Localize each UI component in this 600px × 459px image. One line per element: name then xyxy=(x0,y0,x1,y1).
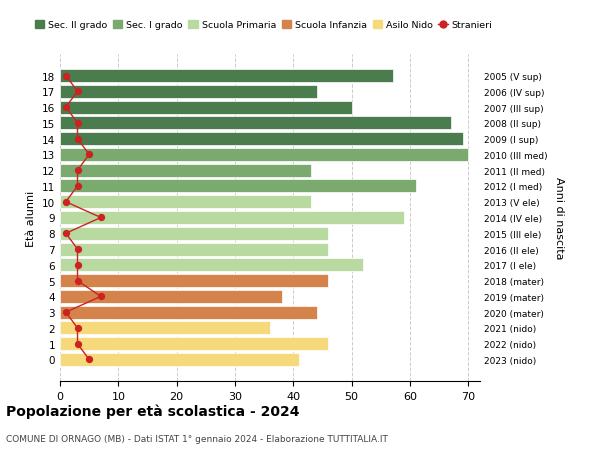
Y-axis label: Età alunni: Età alunni xyxy=(26,190,37,246)
Point xyxy=(73,120,82,127)
Point xyxy=(61,73,71,80)
Bar xyxy=(60,149,469,162)
Bar xyxy=(60,86,317,99)
Point xyxy=(73,183,82,190)
Bar xyxy=(60,274,328,287)
Point xyxy=(85,356,94,364)
Bar xyxy=(60,353,299,366)
Point xyxy=(61,199,71,206)
Point xyxy=(61,230,71,237)
Point xyxy=(73,89,82,96)
Bar xyxy=(60,133,463,146)
Text: COMUNE DI ORNAGO (MB) - Dati ISTAT 1° gennaio 2024 - Elaborazione TUTTITALIA.IT: COMUNE DI ORNAGO (MB) - Dati ISTAT 1° ge… xyxy=(6,434,388,442)
Point xyxy=(73,277,82,285)
Point xyxy=(96,214,106,222)
Point xyxy=(61,104,71,112)
Bar xyxy=(60,337,328,350)
Bar xyxy=(60,196,311,209)
Point xyxy=(73,167,82,174)
Text: Popolazione per età scolastica - 2024: Popolazione per età scolastica - 2024 xyxy=(6,404,299,419)
Bar xyxy=(60,117,451,130)
Point xyxy=(96,293,106,300)
Bar xyxy=(60,259,364,272)
Point xyxy=(73,325,82,332)
Bar xyxy=(60,243,328,256)
Point xyxy=(73,246,82,253)
Bar xyxy=(60,70,392,83)
Point xyxy=(73,136,82,143)
Bar xyxy=(60,306,317,319)
Point xyxy=(73,262,82,269)
Bar xyxy=(60,227,328,240)
Point xyxy=(85,151,94,159)
Bar xyxy=(60,290,281,303)
Bar xyxy=(60,164,311,177)
Legend: Sec. II grado, Sec. I grado, Scuola Primaria, Scuola Infanzia, Asilo Nido, Stran: Sec. II grado, Sec. I grado, Scuola Prim… xyxy=(31,17,496,34)
Y-axis label: Anni di nascita: Anni di nascita xyxy=(554,177,565,259)
Bar xyxy=(60,212,404,224)
Bar xyxy=(60,322,270,335)
Point xyxy=(73,340,82,347)
Point xyxy=(61,309,71,316)
Bar xyxy=(60,180,416,193)
Bar xyxy=(60,101,352,114)
